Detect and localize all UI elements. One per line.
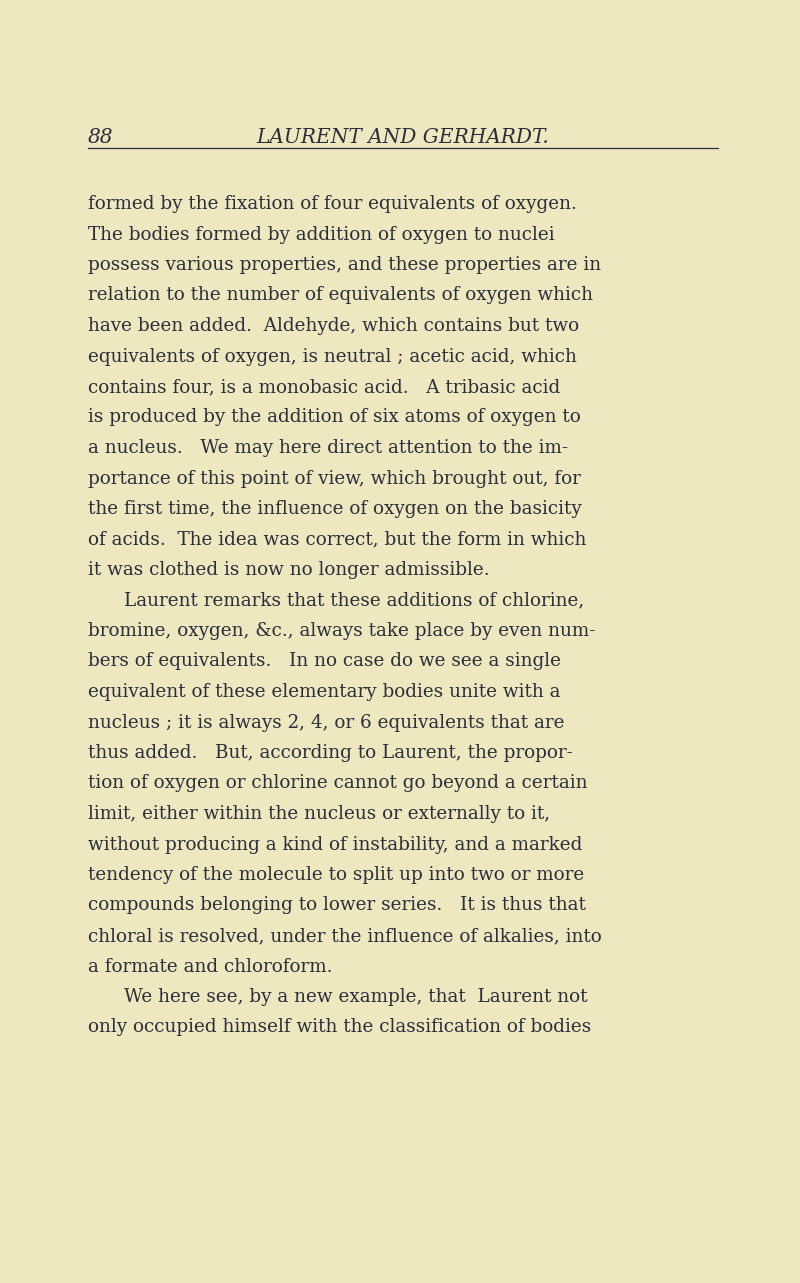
Text: tendency of the molecule to split up into two or more: tendency of the molecule to split up int…	[88, 866, 584, 884]
Text: thus added.   But, according to Laurent, the propor-: thus added. But, according to Laurent, t…	[88, 744, 573, 762]
Text: We here see, by a new example, that  Laurent not: We here see, by a new example, that Laur…	[124, 988, 587, 1006]
Text: have been added.  Aldehyde, which contains but two: have been added. Aldehyde, which contain…	[88, 317, 579, 335]
Text: equivalents of oxygen, is neutral ; acetic acid, which: equivalents of oxygen, is neutral ; acet…	[88, 348, 577, 366]
Text: bromine, oxygen, &c., always take place by even num-: bromine, oxygen, &c., always take place …	[88, 622, 595, 640]
Text: without producing a kind of instability, and a marked: without producing a kind of instability,…	[88, 835, 582, 853]
Text: it was clothed is now no longer admissible.: it was clothed is now no longer admissib…	[88, 561, 490, 579]
Text: is produced by the addition of six atoms of oxygen to: is produced by the addition of six atoms…	[88, 408, 581, 426]
Text: the first time, the influence of oxygen on the basicity: the first time, the influence of oxygen …	[88, 500, 582, 518]
Text: limit, either within the nucleus or externally to it,: limit, either within the nucleus or exte…	[88, 804, 550, 822]
Text: tion of oxygen or chlorine cannot go beyond a certain: tion of oxygen or chlorine cannot go bey…	[88, 775, 587, 793]
Text: of acids.  The idea was correct, but the form in which: of acids. The idea was correct, but the …	[88, 530, 586, 549]
Text: only occupied himself with the classification of bodies: only occupied himself with the classific…	[88, 1019, 591, 1037]
Text: equivalent of these elementary bodies unite with a: equivalent of these elementary bodies un…	[88, 683, 561, 701]
Text: nucleus ; it is always 2, 4, or 6 equivalents that are: nucleus ; it is always 2, 4, or 6 equiva…	[88, 713, 565, 731]
Text: The bodies formed by addition of oxygen to nuclei: The bodies formed by addition of oxygen …	[88, 226, 554, 244]
Text: contains four, is a monobasic acid.   A tribasic acid: contains four, is a monobasic acid. A tr…	[88, 378, 560, 396]
Text: a nucleus.   We may here direct attention to the im-: a nucleus. We may here direct attention …	[88, 439, 568, 457]
Text: chloral is resolved, under the influence of alkalies, into: chloral is resolved, under the influence…	[88, 928, 602, 946]
Text: Laurent remarks that these additions of chlorine,: Laurent remarks that these additions of …	[124, 591, 584, 609]
Text: portance of this point of view, which brought out, for: portance of this point of view, which br…	[88, 470, 581, 488]
Text: 88: 88	[88, 128, 114, 148]
Text: formed by the fixation of four equivalents of oxygen.: formed by the fixation of four equivalen…	[88, 195, 577, 213]
Text: relation to the number of equivalents of oxygen which: relation to the number of equivalents of…	[88, 286, 593, 304]
Text: bers of equivalents.   In no case do we see a single: bers of equivalents. In no case do we se…	[88, 653, 561, 671]
Text: a formate and chloroform.: a formate and chloroform.	[88, 957, 333, 975]
Text: LAURENT AND GERHARDT.: LAURENT AND GERHARDT.	[257, 128, 550, 148]
Text: possess various properties, and these properties are in: possess various properties, and these pr…	[88, 257, 601, 275]
Text: compounds belonging to lower series.   It is thus that: compounds belonging to lower series. It …	[88, 897, 586, 915]
